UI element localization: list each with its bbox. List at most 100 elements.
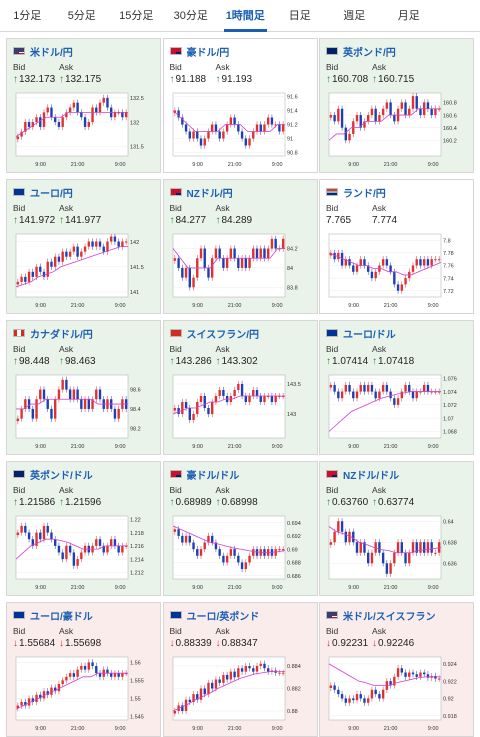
bid-value: ↑84.277 bbox=[170, 215, 207, 226]
pair-link[interactable]: 豪ドル/ドル bbox=[186, 470, 240, 482]
y-tick-label: 7.8 bbox=[443, 239, 451, 245]
candle bbox=[393, 271, 396, 285]
candle bbox=[393, 398, 396, 405]
candle bbox=[270, 396, 273, 402]
candle bbox=[348, 133, 351, 141]
price-chart[interactable]: 91.6 91.4 91.2 91 90.8 9:00 21:00 9:00 bbox=[170, 90, 313, 170]
pair-link[interactable]: カナダドル/円 bbox=[30, 329, 93, 341]
price-chart[interactable]: 143.5 143 9:00 21:00 9:00 bbox=[170, 372, 313, 452]
card-title: ユーロ/ドル bbox=[326, 327, 396, 341]
price-chart[interactable]: 1.56 1.555 1.55 1.545 9:00 21:00 9:00 bbox=[13, 654, 156, 734]
tab-5[interactable]: 日足 bbox=[288, 10, 311, 22]
currency-card[interactable]: カナダドル/円 Bid Ask ↑98.448 ↑98.463 98.6 98.4 98.2 9… bbox=[6, 320, 161, 455]
card-title: スイスフラン/円 bbox=[169, 327, 259, 341]
candle bbox=[16, 281, 20, 285]
currency-card[interactable]: 豪ドル/円 Bid Ask ↑91.188 ↑91.193 91.6 91.4 91.2 91 9… bbox=[162, 38, 318, 173]
candle bbox=[411, 391, 415, 399]
gb-flag-icon bbox=[13, 470, 25, 478]
tab-1[interactable]: 5分足 bbox=[67, 10, 96, 22]
tab-4[interactable]: 1時間足 bbox=[218, 0, 273, 32]
currency-card[interactable]: 豪ドル/ドル Bid Ask ↑0.68989 ↑0.68998 0.694 0.692 0.… bbox=[162, 461, 318, 596]
pair-link[interactable]: NZドル/円 bbox=[186, 188, 233, 200]
currency-card[interactable]: スイスフラン/円 Bid Ask ↑143.286 ↑143.302 143.5 143 9:… bbox=[162, 320, 318, 455]
pair-link[interactable]: ランド/円 bbox=[343, 188, 386, 200]
ask-value: ↑132.175 bbox=[59, 74, 101, 85]
candle bbox=[31, 408, 34, 419]
pair-link[interactable]: ユーロ/英ポンド bbox=[186, 611, 260, 623]
candle bbox=[95, 107, 98, 113]
tab-2[interactable]: 15分足 bbox=[119, 10, 154, 22]
pair-link[interactable]: 豪ドル/円 bbox=[186, 47, 230, 59]
pair-link[interactable]: ユーロ/ドル bbox=[343, 329, 396, 341]
x-tick-label: 9:00 bbox=[348, 303, 359, 309]
candle bbox=[210, 682, 213, 689]
currency-card[interactable]: ユーロ/豪ドル Bid Ask ↓1.55684 ↓1.55698 1.56 1.555 1.… bbox=[6, 602, 161, 737]
moving-average-line bbox=[15, 672, 128, 710]
price-chart[interactable]: 7.8 7.78 7.76 7.74 7.72 9:00 21:00 9:00 bbox=[326, 231, 469, 311]
price-chart[interactable]: 160.8 160.6 160.4 160.2 9:00 21:00 9:00 bbox=[326, 90, 469, 170]
price-chart[interactable]: 1.076 1.074 1.072 1.07 1.068 9:00 21:00 9:00 bbox=[326, 372, 469, 452]
pair-link[interactable]: NZドル/ドル bbox=[343, 470, 400, 482]
candle bbox=[76, 559, 79, 566]
price-chart[interactable]: 84.2 84 83.8 9:00 21:00 9:00 bbox=[170, 231, 313, 311]
pair-link[interactable]: ユーロ/円 bbox=[30, 188, 73, 200]
price-chart[interactable]: 1.22 1.218 1.216 1.214 1.212 9:00 21:00 9:00 bbox=[13, 513, 156, 593]
candle bbox=[247, 396, 251, 402]
x-tick-label: 9:00 bbox=[192, 726, 203, 732]
currency-card[interactable]: NZドル/円 Bid Ask ↑84.277 ↑84.289 84.2 84 83.8 9:00… bbox=[162, 179, 318, 314]
tab-6[interactable]: 週足 bbox=[343, 10, 366, 22]
y-tick-label: 143 bbox=[287, 412, 296, 418]
currency-card[interactable]: 米ドル/スイスフラン Bid Ask ↓0.92231 ↓0.92246 0.924 0.9… bbox=[319, 602, 474, 737]
currency-card[interactable]: ユーロ/ドル Bid Ask ↑1.07414 ↑1.07418 1.076 1.074 1.… bbox=[319, 320, 474, 455]
bid-label: Bid bbox=[326, 626, 339, 636]
candle bbox=[404, 552, 407, 564]
candle bbox=[404, 278, 407, 285]
tab-0[interactable]: 1分足 bbox=[13, 10, 42, 22]
price-chart[interactable]: 0.694 0.692 0.69 0.688 0.686 9:00 21:00 9:00 bbox=[170, 513, 313, 593]
currency-card[interactable]: ランド/円 Bid Ask 7.765 7.774 7.8 7.78 7.76 7.74 7.72… bbox=[319, 179, 474, 314]
candle bbox=[240, 562, 243, 570]
candle bbox=[27, 122, 31, 127]
pair-link[interactable]: スイスフラン/円 bbox=[186, 329, 259, 341]
x-tick-label: 9:00 bbox=[35, 585, 46, 591]
pair-link[interactable]: 米ドル/円 bbox=[30, 47, 73, 59]
currency-card[interactable]: NZドル/ドル Bid Ask ↑0.63760 ↑0.63774 0.64 0.638 0.… bbox=[319, 461, 474, 596]
bid-text: 0.68989 bbox=[175, 497, 212, 508]
candle bbox=[35, 532, 38, 546]
candle bbox=[39, 266, 42, 272]
candle bbox=[225, 258, 228, 268]
candle bbox=[344, 698, 347, 703]
ask-value: ↑143.302 bbox=[216, 356, 258, 367]
pair-link[interactable]: 英ポンド/ドル bbox=[30, 470, 93, 482]
candle bbox=[221, 555, 225, 563]
price-chart[interactable]: 132.5 132 131.5 9:00 21:00 9:00 bbox=[13, 90, 156, 170]
arrow-up-icon: ↑ bbox=[372, 356, 377, 367]
currency-card[interactable]: ユーロ/英ポンド Bid Ask ↓0.88339 ↓0.88347 0.884 0.882… bbox=[162, 602, 318, 737]
candle bbox=[195, 402, 198, 414]
currency-card[interactable]: 英ポンド/ドル Bid Ask ↑1.21586 ↑1.21596 1.22 1.218 1.… bbox=[6, 461, 161, 596]
currency-card[interactable]: 英ポンド/円 Bid Ask ↑160.708 ↑160.715 160.8 160.6 16… bbox=[319, 38, 474, 173]
candle bbox=[221, 258, 225, 268]
pair-link[interactable]: 英ポンド/円 bbox=[343, 47, 396, 59]
pair-link[interactable]: 米ドル/スイスフラン bbox=[343, 611, 436, 623]
ask-text: 143.302 bbox=[221, 356, 258, 367]
tab-3[interactable]: 30分足 bbox=[173, 10, 208, 22]
price-chart[interactable]: 0.884 0.882 0.88 9:00 21:00 9:00 bbox=[170, 654, 313, 734]
currency-card[interactable]: ユーロ/円 Bid Ask ↑141.972 ↑141.977 142 141.5 141 9:… bbox=[6, 179, 161, 314]
candle bbox=[50, 408, 53, 419]
candle bbox=[430, 108, 433, 116]
currency-card[interactable]: 米ドル/円 Bid Ask ↑132.173 ↑132.175 132.5 132 131.5… bbox=[6, 38, 161, 173]
tab-7[interactable]: 月足 bbox=[397, 10, 420, 22]
price-chart[interactable]: 142 141.5 141 9:00 21:00 9:00 bbox=[13, 231, 156, 311]
ask-label: Ask bbox=[215, 344, 230, 354]
price-chart[interactable]: 0.64 0.638 0.636 9:00 21:00 9:00 bbox=[326, 513, 469, 593]
candle bbox=[408, 672, 411, 677]
candle bbox=[251, 131, 254, 139]
ask-label: Ask bbox=[215, 485, 230, 495]
bid-text: 84.277 bbox=[175, 215, 207, 226]
candle bbox=[355, 115, 359, 122]
price-chart[interactable]: 0.924 0.922 0.92 0.918 9:00 21:00 9:00 bbox=[326, 654, 469, 734]
y-tick-label: 160.4 bbox=[443, 126, 457, 132]
price-chart[interactable]: 98.6 98.4 98.2 9:00 21:00 9:00 bbox=[13, 372, 156, 452]
pair-link[interactable]: ユーロ/豪ドル bbox=[30, 611, 93, 623]
